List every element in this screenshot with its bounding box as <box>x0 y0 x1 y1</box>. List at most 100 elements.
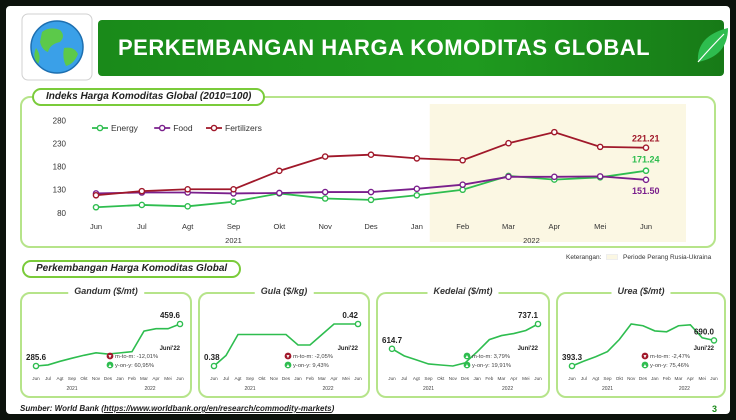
x-tick-label: Apr <box>152 376 160 381</box>
x-tick-label: Jun <box>32 376 40 381</box>
keterangan-swatch <box>606 254 619 261</box>
main-chart: 80 130 180 230 280 Jun Jul Agt Sep Okt Nov Des Jan Fe… <box>53 104 686 245</box>
data-point <box>321 188 329 196</box>
title-bar <box>98 20 724 76</box>
x-tick-label: Agt <box>182 222 194 231</box>
data-point <box>551 173 558 181</box>
x-tick-label: Jul <box>137 222 147 231</box>
y-tick-label: 180 <box>53 163 67 172</box>
x-tick-label: Sep <box>603 376 612 381</box>
change-label: m-to-m: -2,47% <box>650 354 690 360</box>
year-label: 2022 <box>502 386 513 392</box>
series-line <box>213 323 358 367</box>
x-tick-label: Mar <box>675 376 683 381</box>
x-tick-label: Des <box>364 222 378 231</box>
year-label: 2021 <box>66 386 77 392</box>
data-point <box>642 144 650 152</box>
legend-marker <box>158 124 166 132</box>
source-prefix: Sumber: World Bank ( <box>20 404 104 413</box>
x-tick-label: Apr <box>510 376 518 381</box>
x-tick-label: Jun <box>176 376 184 381</box>
year-label: 2022 <box>679 386 690 392</box>
x-tick-label: Okt <box>258 376 266 381</box>
panel-gula-title: Gula ($/kg) <box>254 286 314 296</box>
source-suffix: ) <box>331 404 335 413</box>
year-label: 2021 <box>423 386 434 392</box>
arrow-up-icon <box>284 361 292 369</box>
data-point <box>505 173 512 181</box>
x-tick-label: Mei <box>698 376 705 381</box>
arrow-glyph: ▼ <box>108 354 113 360</box>
data-point <box>596 173 604 180</box>
data-point <box>276 167 283 175</box>
x-tick-label: Mar <box>498 376 506 381</box>
arrow-glyph: ▲ <box>286 363 291 369</box>
legend-marker <box>210 124 218 132</box>
data-point <box>551 128 558 136</box>
data-point <box>367 188 375 196</box>
arrow-down-icon <box>641 352 649 360</box>
year-label: 2021 <box>602 386 613 392</box>
x-tick-label: Nov <box>627 376 636 381</box>
change-label: m-to-m: 3,79% <box>472 354 510 360</box>
source-link[interactable]: https://www.worldbank.org/en/research/co… <box>103 404 332 413</box>
y-tick-label: 80 <box>57 209 66 218</box>
x-tick-label: Jun <box>354 376 362 381</box>
period-label: Juni'22 <box>338 346 359 352</box>
legend-marker <box>96 124 104 132</box>
data-point <box>321 195 329 202</box>
data-point <box>230 185 237 193</box>
x-tick-label: Jun <box>534 376 542 381</box>
x-tick-label: Jul <box>401 376 407 381</box>
x-tick-label: Jul <box>581 376 587 381</box>
x-tick-label: Agt <box>592 376 600 381</box>
start-point <box>388 345 396 353</box>
data-point <box>413 191 421 199</box>
x-tick-label: Okt <box>273 222 286 231</box>
x-tick-label: Des <box>282 376 291 381</box>
panel-gula: Gula ($/kg) 0.38 0.42 Jun Jul Agt Sep Okt Nov De… <box>198 286 370 398</box>
main-section-label: Indeks Harga Komoditas Global (2010=100) <box>32 88 266 106</box>
globe-icon <box>21 13 93 81</box>
x-tick-label: Agt <box>413 376 421 381</box>
x-tick-label: Mar <box>140 376 148 381</box>
x-tick-label: Mar <box>502 222 515 231</box>
x-tick-label: Jul <box>223 376 229 381</box>
page-number: 3 <box>712 404 718 414</box>
year-label: 2021 <box>225 236 242 245</box>
x-tick-label: Jun <box>710 376 718 381</box>
legend-entry: Energy <box>111 123 139 133</box>
change-label: y-on-y: 9,43% <box>293 363 329 369</box>
x-tick-label: Nov <box>92 376 101 381</box>
data-point <box>459 181 466 188</box>
legend-entry: Food <box>173 123 193 133</box>
data-point <box>367 151 375 159</box>
x-tick-label: Okt <box>616 376 624 381</box>
highlight-period <box>429 104 686 242</box>
x-tick-label: Sep <box>424 376 433 381</box>
x-tick-label: Feb <box>306 376 314 381</box>
data-point <box>138 187 146 195</box>
panel-urea-title: Urea ($/mt) <box>611 286 671 296</box>
x-tick-label: Sep <box>227 222 240 231</box>
source-note: Sumber: World Bank (https://www.worldban… <box>20 404 334 413</box>
y-tick-label: 130 <box>53 186 67 195</box>
main-chart-panel: 80 130 180 230 280 Jun Jul Agt Sep Okt Nov Des Jan Fe… <box>20 96 716 248</box>
panel-kedelai: Kedelai ($/mt) 614.7 737.1 Jun Jul Agt Sep Okt… <box>376 286 550 398</box>
x-tick-label: Jul <box>45 376 51 381</box>
data-point <box>367 196 375 204</box>
legend-entry: Fertilizers <box>225 123 262 133</box>
x-tick-label: Des <box>104 376 113 381</box>
x-tick-label: Agt <box>57 376 65 381</box>
data-point <box>92 191 100 199</box>
keterangan: Keterangan: Periode Perang Rusia-Ukraina <box>566 254 711 261</box>
arrow-up-icon <box>463 352 471 360</box>
x-tick-label: Apr <box>330 376 338 381</box>
end-label: 151.50 <box>632 186 660 196</box>
year-label: 2022 <box>144 386 155 392</box>
data-point <box>184 203 191 210</box>
page-title: PERKEMBANGAN HARGA KOMODITAS GLOBAL <box>118 35 651 60</box>
x-tick-label: Feb <box>663 376 671 381</box>
x-tick-label: Agt <box>235 376 243 381</box>
x-tick-label: Nov <box>318 222 332 231</box>
